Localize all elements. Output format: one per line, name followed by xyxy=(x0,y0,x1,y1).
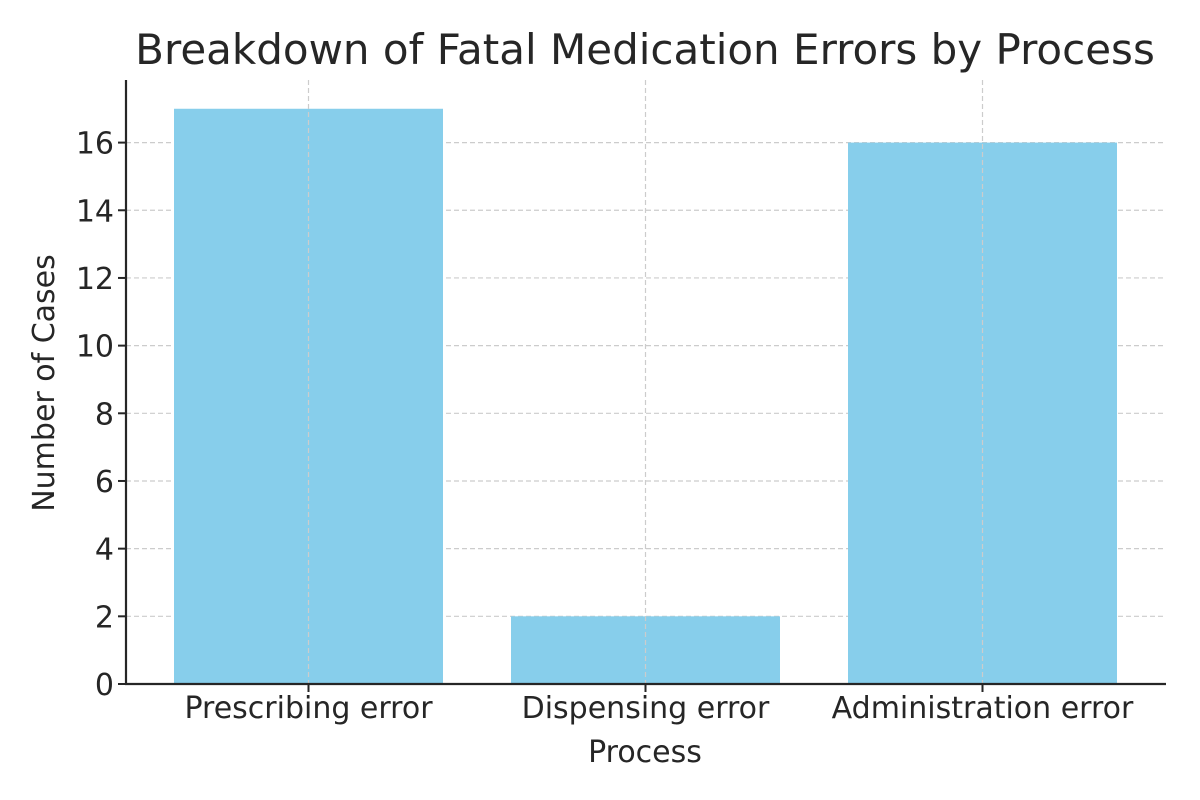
y-tick-label: 10 xyxy=(76,330,114,365)
y-tick-label: 2 xyxy=(95,600,114,635)
y-ticks: 0 2 4 6 8 10 12 14 16 xyxy=(76,127,126,703)
y-tick-label: 6 xyxy=(95,465,114,500)
y-tick-label: 8 xyxy=(95,397,114,432)
chart-title: Breakdown of Fatal Medication Errors by … xyxy=(135,25,1155,74)
x-tick-label: Administration error xyxy=(832,691,1134,726)
y-axis-label: Number of Cases xyxy=(27,254,62,512)
x-tick-label: Dispensing error xyxy=(522,691,770,726)
x-grid-lines xyxy=(307,80,984,684)
x-axis-label: Process xyxy=(588,735,702,770)
x-ticks: Prescribing error Dispensing error Adminis… xyxy=(184,684,1134,726)
y-tick-label: 4 xyxy=(95,533,114,568)
y-tick-label: 16 xyxy=(76,127,114,162)
x-tick-label: Prescribing error xyxy=(184,691,433,726)
y-tick-label: 14 xyxy=(76,194,114,229)
y-tick-label: 12 xyxy=(76,262,114,297)
y-tick-label: 0 xyxy=(95,668,114,703)
